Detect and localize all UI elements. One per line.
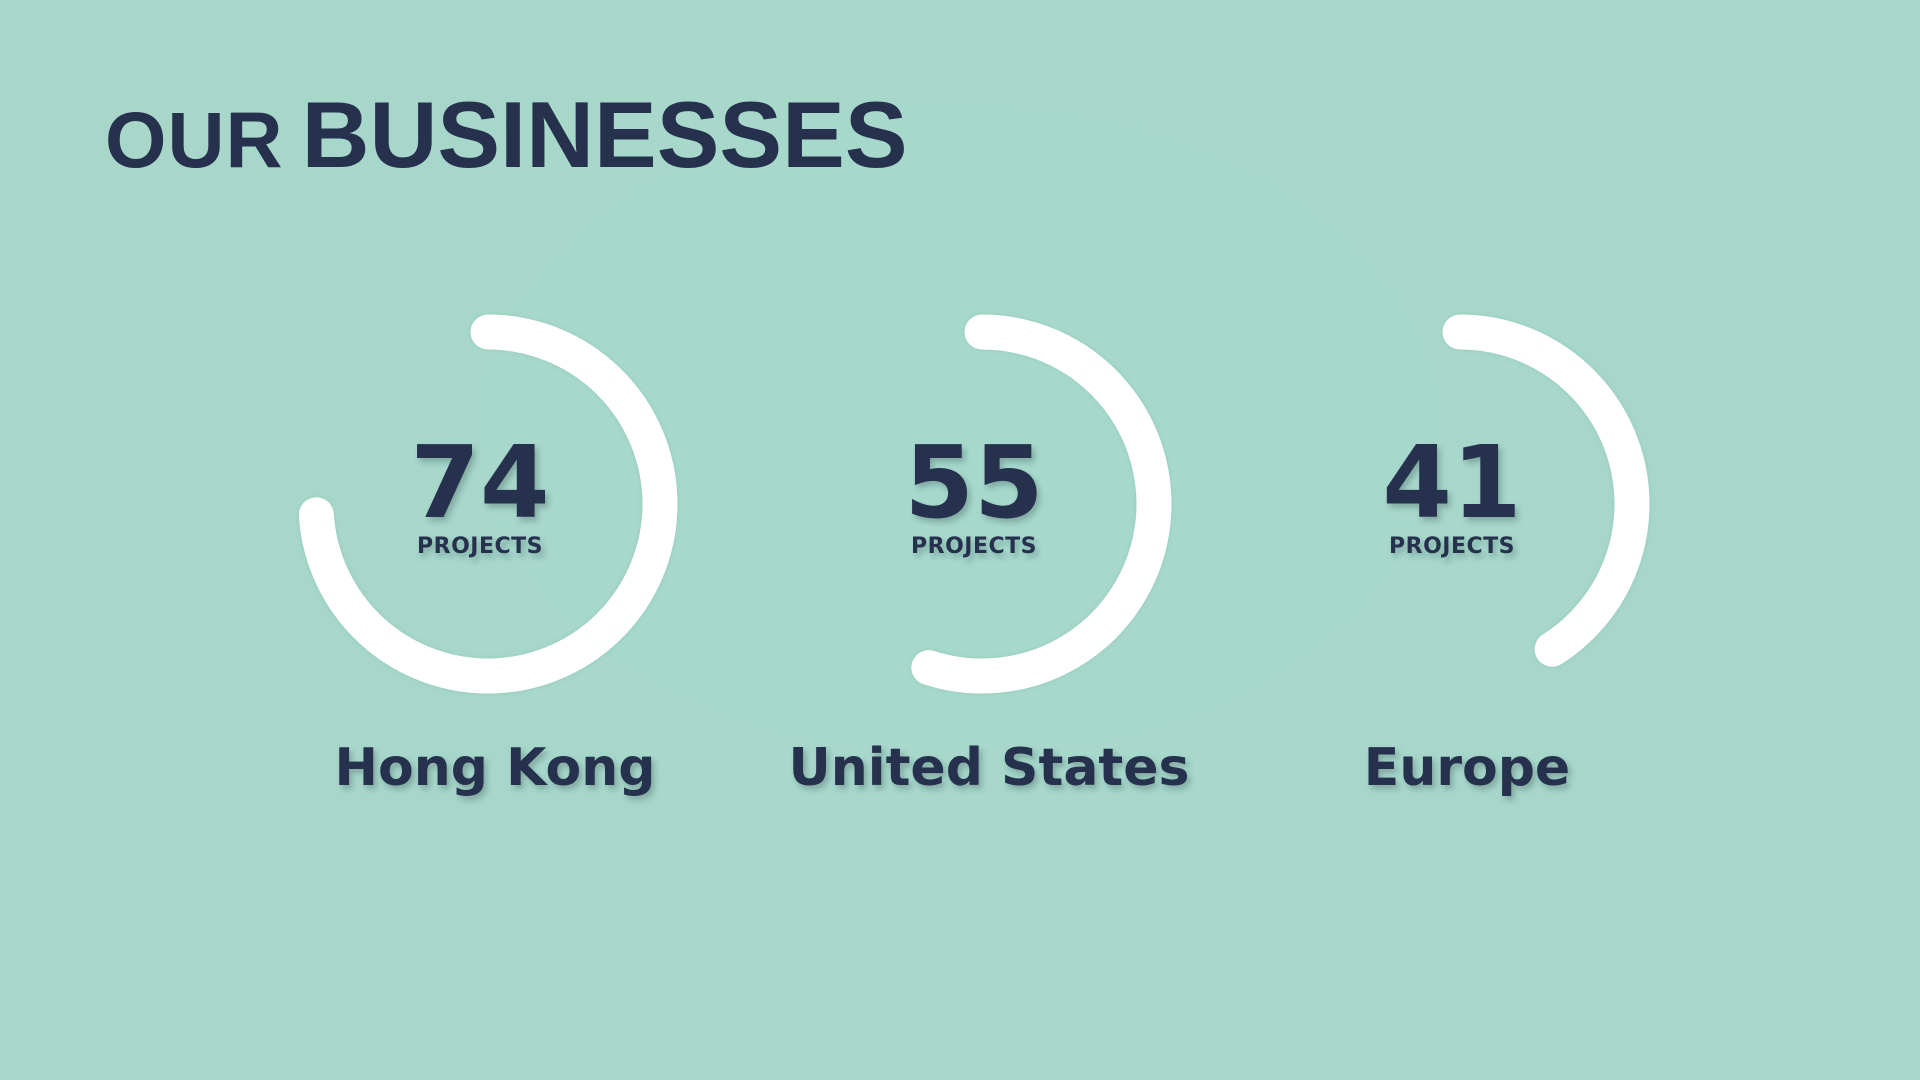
unit-label: PROJECTS: [911, 534, 1037, 559]
value-label: 55: [904, 424, 1043, 541]
unit-label: PROJECTS: [417, 534, 543, 559]
value-label: 74: [410, 424, 549, 541]
title-prefix: OUR: [105, 95, 284, 184]
progress-arc: [1442, 314, 1650, 667]
progress-arc: [911, 314, 1172, 694]
category-label: Europe: [1364, 738, 1570, 798]
category-label: United States: [789, 738, 1190, 798]
page-title: OUR BUSINESSES: [105, 88, 908, 182]
value-label: 41: [1382, 424, 1521, 541]
progress-arc: [298, 314, 678, 694]
unit-label: PROJECTS: [1389, 534, 1515, 559]
category-label: Hong Kong: [335, 738, 656, 798]
title-main: BUSINESSES: [301, 82, 908, 187]
